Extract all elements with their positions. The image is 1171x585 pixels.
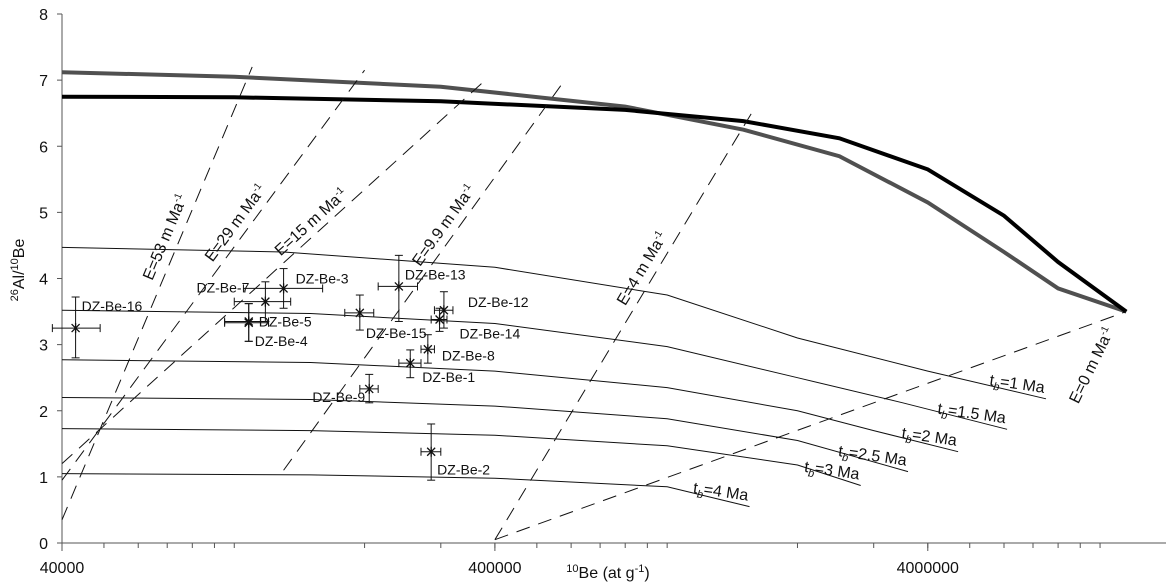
sample-point: DZ-Be-3 (242, 268, 349, 309)
sample-label: DZ-Be-13 (405, 266, 466, 282)
sample-marker (405, 358, 415, 369)
sample-point: DZ-Be-8 (420, 334, 495, 364)
erosion-isoline (61, 66, 253, 521)
burial-isochron (61, 309, 1008, 430)
sample-label: DZ-Be-15 (366, 325, 427, 341)
burial-isochron (61, 397, 909, 473)
y-tick-label: 2 (39, 404, 48, 421)
x-axis-title: 10Be (at g-1) (566, 563, 649, 582)
sample-label: DZ-Be-3 (296, 270, 349, 286)
isochron-label: tb=4 Ma (692, 480, 750, 508)
y-tick-label: 4 (39, 272, 48, 289)
sample-label: DZ-Be-1 (422, 369, 475, 385)
erosion-label: E=9.9 m Ma-1 (409, 181, 480, 269)
sample-label: DZ-Be-4 (255, 333, 308, 349)
envelope-line (61, 70, 1127, 314)
sample-label: DZ-Be-14 (460, 325, 521, 341)
samples: DZ-Be-16 DZ-Be-7 DZ-Be-3 DZ-Be-5 DZ-Be-4 DZ-B… (51, 254, 529, 481)
y-tick-label: 5 (39, 205, 48, 222)
y-tick-label: 3 (39, 338, 48, 355)
sample-marker (423, 344, 433, 355)
sample-point: DZ-Be-16 (51, 296, 143, 359)
sample-marker (244, 317, 254, 328)
sample-marker (355, 307, 365, 318)
burial-isochron (61, 359, 959, 453)
sample-label: DZ-Be-5 (259, 313, 312, 329)
sample-marker (71, 323, 81, 334)
sample-label: DZ-Be-7 (196, 280, 249, 296)
sample-marker (279, 283, 289, 294)
y-tick-label: 7 (39, 73, 48, 90)
sample-label: DZ-Be-8 (442, 347, 495, 363)
y-axis-title: 26Al/10Be (9, 239, 28, 302)
erosion-label: E=15 m Ma-1 (271, 185, 351, 260)
y-tick-label: 6 (39, 139, 48, 156)
burial-isochron (61, 246, 1047, 400)
erosion-label: E=4 m Ma-1 (613, 228, 671, 308)
sample-marker (260, 296, 270, 307)
erosion-label: E=0 m Ma-1 (1066, 324, 1118, 406)
erosion-isolines: E=53 m Ma-1 E=29 m Ma-1E=15 m Ma-1 E=9.9 m… (61, 66, 1127, 541)
erosion-label: E=29 m Ma-1 (201, 181, 270, 265)
sample-marker (394, 281, 404, 292)
sample-label: DZ-Be-9 (312, 389, 365, 405)
isochron-label: tb=1.5 Ma (936, 401, 1007, 430)
erosion-isoline (61, 69, 365, 481)
envelope-line (61, 94, 1128, 314)
erosion-isoline (283, 79, 566, 471)
sample-label: DZ-Be-12 (468, 294, 529, 310)
y-tick-label: 0 (39, 536, 48, 553)
sample-label: DZ-Be-2 (437, 462, 490, 478)
isochron-label: tb=2 Ma (900, 425, 958, 453)
sample-marker (439, 305, 449, 316)
erosion-isoline (494, 106, 756, 540)
sample-point: DZ-Be-1 (398, 349, 475, 385)
steady-state-envelopes (61, 70, 1128, 314)
erosion-isoline (494, 311, 1127, 541)
isochron-label: tb=1 Ma (988, 372, 1046, 400)
axes: 0 1 2 3 4 5 6 7 8 40000 400000 4000000 (39, 7, 1166, 577)
sample-point: DZ-Be-2 (420, 423, 490, 481)
sample-marker (435, 314, 445, 325)
sample-point: DZ-Be-4 (224, 303, 308, 349)
burial-isochron (61, 473, 750, 508)
burial-isochron (61, 428, 861, 486)
isochron-label: tb=3 Ma (803, 459, 861, 487)
sample-point: DZ-Be-14 (430, 307, 521, 341)
y-tick-label: 1 (39, 470, 48, 487)
x-tick-label: 40000 (40, 560, 85, 577)
y-tick-label: 8 (39, 7, 48, 24)
sample-marker (426, 446, 436, 457)
x-tick-label: 400000 (468, 560, 521, 577)
sample-label: DZ-Be-16 (82, 298, 143, 314)
erosion-isoline (61, 79, 486, 465)
sample-point: DZ-Be-15 (344, 294, 427, 341)
sample-point: DZ-Be-9 (312, 373, 379, 405)
x-tick-label: 4000000 (897, 560, 959, 577)
erosion-label: E=53 m Ma-1 (139, 191, 191, 282)
sample-marker (364, 383, 374, 394)
sample-point: DZ-Be-13 (377, 254, 466, 322)
sample-point: DZ-Be-12 (433, 291, 529, 329)
